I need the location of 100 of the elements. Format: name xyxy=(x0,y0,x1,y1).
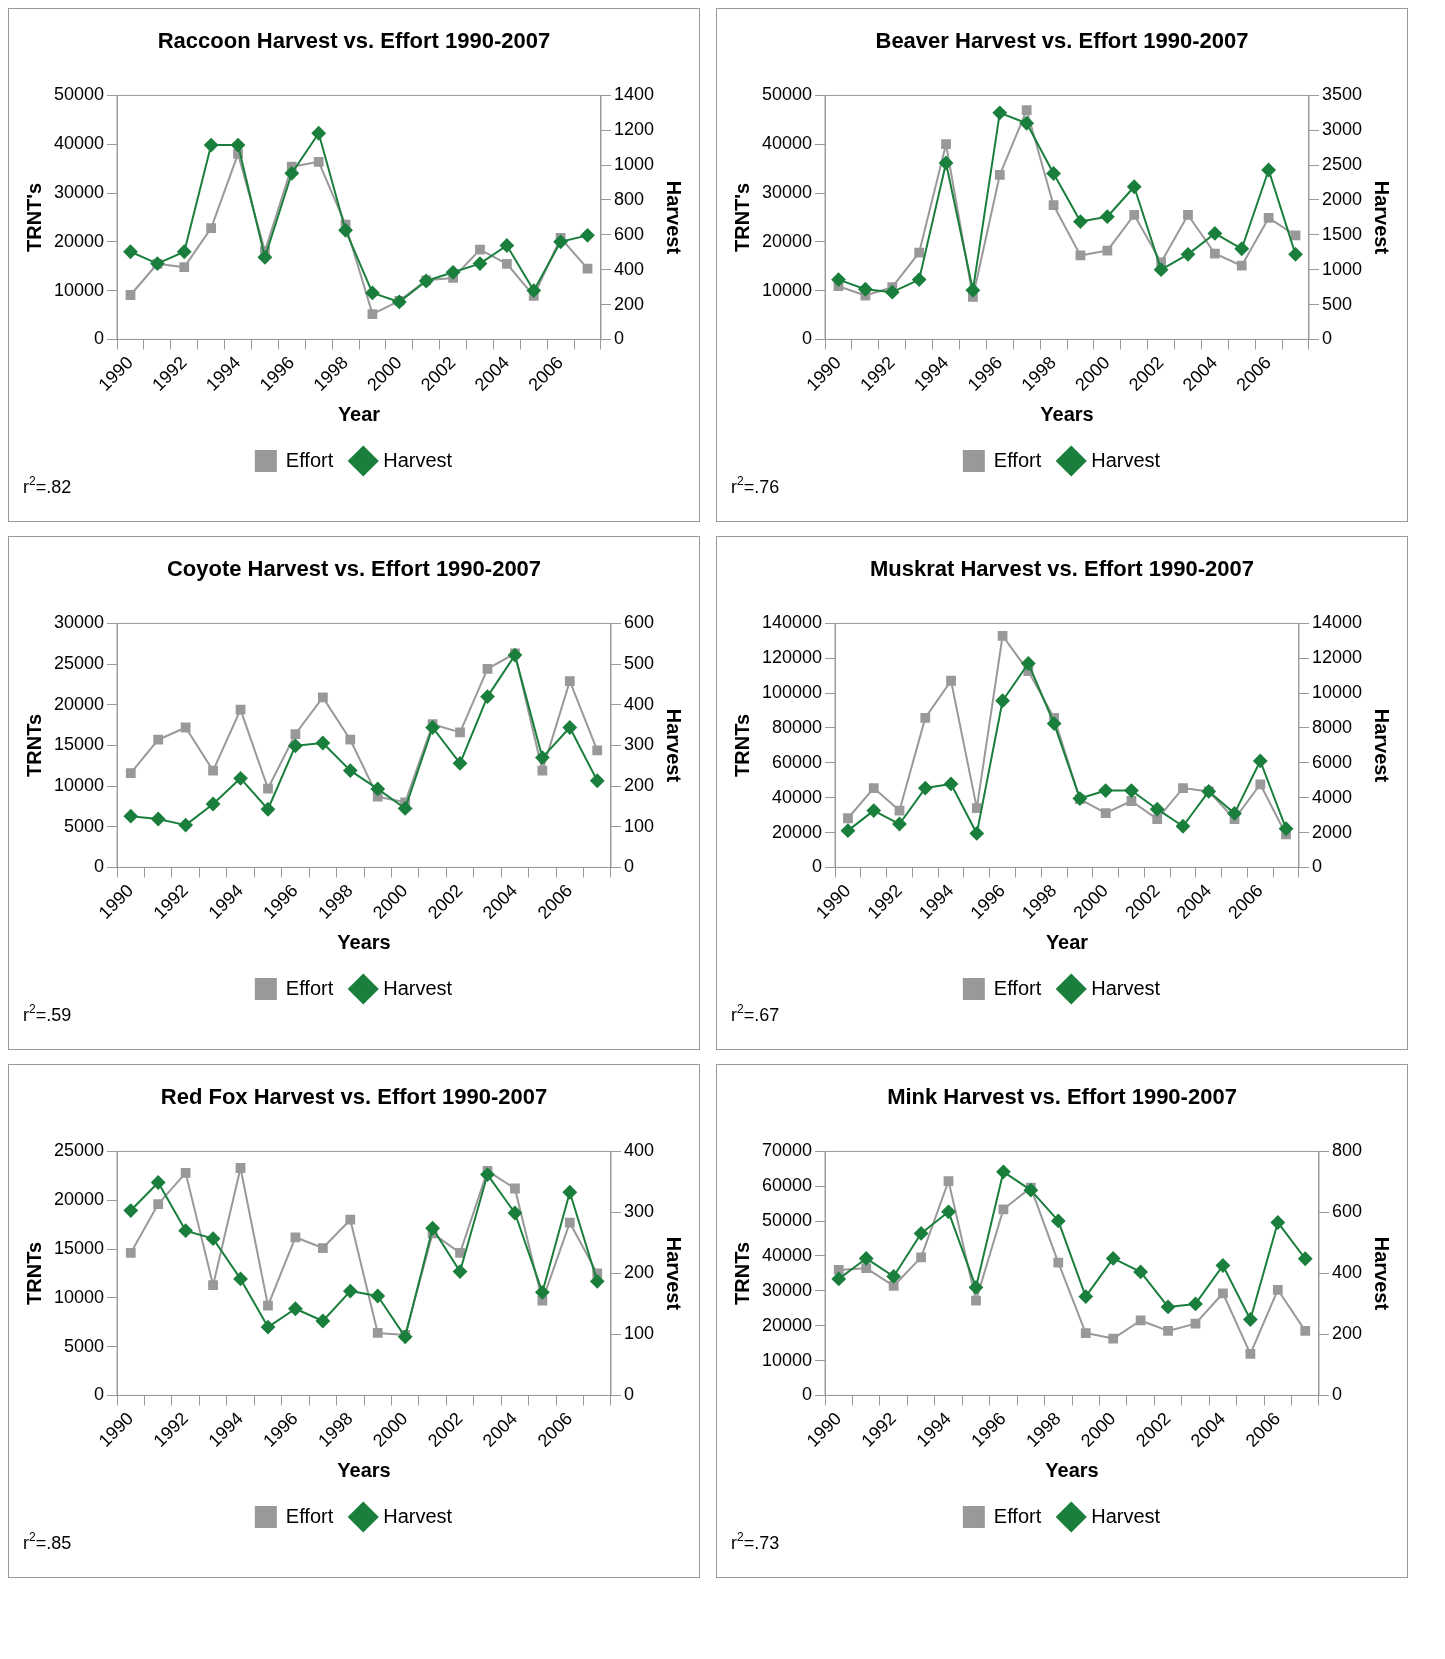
y2-tick-label: 0 xyxy=(1311,856,1322,877)
y2-tick-label: 0 xyxy=(613,328,624,349)
x-axis-title: Years xyxy=(337,930,391,953)
y-axis-title: TRNTs xyxy=(22,1241,45,1305)
y2-tick-label: 14000 xyxy=(1311,612,1363,633)
y-tick-label: 0 xyxy=(802,1384,813,1405)
legend-label: Harvest xyxy=(383,1504,453,1527)
y-tick-label: 60000 xyxy=(772,751,823,772)
y-tick-label: 0 xyxy=(94,1384,105,1405)
y2-tick-label: 0 xyxy=(623,856,634,877)
y2-tick-label: 2000 xyxy=(1311,821,1352,842)
legend-label: Effort xyxy=(285,448,334,471)
y2-tick-label: 12000 xyxy=(1311,647,1363,668)
y2-tick-label: 500 xyxy=(623,653,655,674)
y-tick-label: 40000 xyxy=(53,133,105,154)
y-tick-label: 25000 xyxy=(53,1140,105,1161)
y2-tick-label: 300 xyxy=(623,1201,655,1222)
y-tick-label: 5000 xyxy=(64,1335,105,1356)
y2-axis-title: Harvest xyxy=(1371,180,1394,255)
y2-tick-label: 400 xyxy=(623,1140,655,1161)
y2-axis-title: Harvest xyxy=(1371,1236,1394,1311)
y2-tick-label: 2500 xyxy=(1321,154,1362,175)
y-tick-label: 20000 xyxy=(772,821,823,842)
y-tick-label: 30000 xyxy=(53,612,105,633)
y-tick-label: 80000 xyxy=(772,716,823,737)
y-tick-label: 10000 xyxy=(761,1349,813,1370)
legend-label: Harvest xyxy=(1091,1504,1161,1527)
y2-axis-title: Harvest xyxy=(663,1236,686,1311)
y-tick-label: 40000 xyxy=(761,1244,813,1265)
y2-tick-label: 800 xyxy=(613,188,644,209)
y2-tick-label: 200 xyxy=(1331,1323,1363,1344)
y2-tick-label: 400 xyxy=(613,258,644,279)
y2-axis-title: Harvest xyxy=(663,708,686,783)
y2-tick-label: 400 xyxy=(1331,1262,1363,1283)
y-tick-label: 10000 xyxy=(53,775,105,796)
y-tick-label: 20000 xyxy=(53,230,105,251)
y-tick-label: 5000 xyxy=(64,815,105,836)
legend-label: Harvest xyxy=(1091,448,1161,471)
chart-title: Mink Harvest vs. Effort 1990-2007 xyxy=(887,1084,1237,1110)
y2-tick-label: 0 xyxy=(623,1384,634,1405)
y2-tick-label: 0 xyxy=(1331,1384,1342,1405)
y-axis-title: TRNT's xyxy=(730,182,753,253)
y-tick-label: 0 xyxy=(812,856,823,877)
y2-tick-label: 3000 xyxy=(1321,119,1362,140)
y-tick-label: 0 xyxy=(94,328,105,349)
y-axis-title: TRNTs xyxy=(730,713,753,777)
y-tick-label: 10000 xyxy=(761,279,813,300)
y2-tick-label: 10000 xyxy=(1311,682,1363,703)
chart-title: Beaver Harvest vs. Effort 1990-2007 xyxy=(875,28,1249,54)
y2-tick-label: 200 xyxy=(623,775,655,796)
x-axis-title: Years xyxy=(1040,402,1094,425)
y2-tick-label: 1500 xyxy=(1321,223,1362,244)
y2-tick-label: 4000 xyxy=(1311,786,1352,807)
y2-tick-label: 0 xyxy=(1321,328,1332,349)
y2-tick-label: 400 xyxy=(623,693,655,714)
y2-axis-title: Harvest xyxy=(1371,708,1394,783)
y2-tick-label: 500 xyxy=(1321,293,1352,314)
y2-tick-label: 600 xyxy=(613,223,644,244)
legend-label: Effort xyxy=(285,1504,334,1527)
y2-tick-label: 200 xyxy=(613,293,644,314)
y2-tick-label: 1000 xyxy=(613,154,654,175)
y-tick-label: 100000 xyxy=(761,682,823,703)
legend-label: Effort xyxy=(993,1504,1042,1527)
y2-tick-label: 6000 xyxy=(1311,751,1352,772)
y-tick-label: 60000 xyxy=(761,1175,813,1196)
legend-label: Effort xyxy=(993,448,1042,471)
y-tick-label: 0 xyxy=(94,856,105,877)
y-tick-label: 40000 xyxy=(772,786,823,807)
y-tick-label: 20000 xyxy=(761,1314,813,1335)
x-axis-title: Years xyxy=(1045,1458,1099,1481)
y-tick-label: 25000 xyxy=(53,653,105,674)
legend-label: Effort xyxy=(285,976,334,999)
y-tick-label: 50000 xyxy=(761,84,813,105)
y-axis-title: TRNT's xyxy=(22,182,45,253)
y2-tick-label: 1400 xyxy=(613,84,654,105)
y-tick-label: 50000 xyxy=(53,84,105,105)
y-tick-label: 140000 xyxy=(761,612,823,633)
y-tick-label: 20000 xyxy=(53,1189,105,1210)
chart-title: Raccoon Harvest vs. Effort 1990-2007 xyxy=(157,28,551,54)
x-axis-title: Years xyxy=(337,1458,391,1481)
y2-tick-label: 200 xyxy=(623,1262,655,1283)
chart-title: Muskrat Harvest vs. Effort 1990-2007 xyxy=(870,556,1254,582)
y-tick-label: 10000 xyxy=(53,1286,105,1307)
y2-tick-label: 100 xyxy=(623,1323,655,1344)
y2-tick-label: 1000 xyxy=(1321,258,1362,279)
y-axis-title: TRNTs xyxy=(730,1241,753,1305)
legend-label: Effort xyxy=(993,976,1042,999)
y-tick-label: 20000 xyxy=(53,693,105,714)
chart-title: Coyote Harvest vs. Effort 1990-2007 xyxy=(166,556,542,582)
legend-label: Harvest xyxy=(383,448,453,471)
y2-tick-label: 600 xyxy=(623,612,655,633)
x-axis-title: Year xyxy=(1045,930,1089,953)
y-tick-label: 40000 xyxy=(761,133,813,154)
y-tick-label: 15000 xyxy=(53,734,105,755)
y-tick-label: 15000 xyxy=(53,1237,105,1258)
y-tick-label: 30000 xyxy=(53,181,105,202)
y-tick-label: 20000 xyxy=(761,230,813,251)
y2-tick-label: 300 xyxy=(623,734,655,755)
legend-label: Harvest xyxy=(1091,976,1161,999)
y2-tick-label: 800 xyxy=(1331,1140,1363,1161)
